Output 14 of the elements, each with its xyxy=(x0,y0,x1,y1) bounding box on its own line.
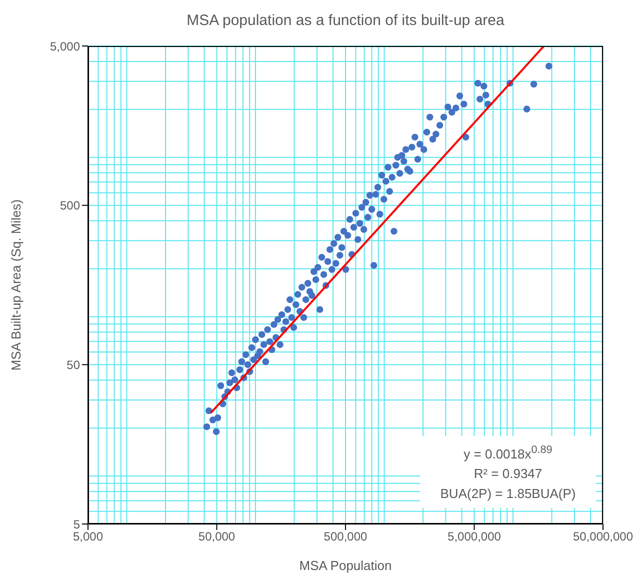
x-tick-label: 50,000 xyxy=(198,530,236,544)
x-axis-title: MSA Population xyxy=(299,558,392,573)
x-tick-label: 5,000,000 xyxy=(448,530,502,544)
x-tick-label: 500,000 xyxy=(324,530,368,544)
y-tick-label: 5,000 xyxy=(50,39,80,54)
annotation: R² = 0.9347 xyxy=(472,465,544,484)
annotation: BUA(2P) = 1.85BUA(P) xyxy=(439,485,577,504)
annotation: y = 0.0018x$^{0.89}$ xyxy=(462,443,554,464)
y-tick-label: 5 xyxy=(73,517,80,532)
y-tick-label: 50 xyxy=(66,358,80,372)
y-axis-title: MSA Built-up Area (Sq. Miles) xyxy=(8,199,24,371)
chart-title: MSA population as a function of its built-up area xyxy=(186,12,506,29)
y-tick-label: 500 xyxy=(60,198,80,213)
x-tick-label: 50,000,000 xyxy=(572,530,634,544)
